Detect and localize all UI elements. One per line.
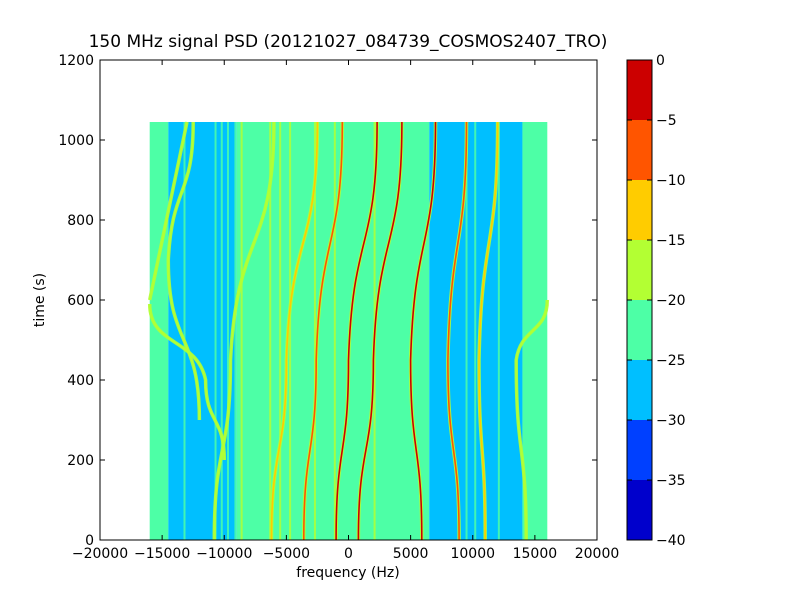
doppler-trace-core-8 bbox=[515, 299, 549, 541]
x-tick-label: 5000 bbox=[393, 546, 429, 562]
y-tick-label: 600 bbox=[67, 293, 94, 309]
colorbar-segment-3 bbox=[627, 300, 652, 360]
x-tick-label: −15000 bbox=[134, 546, 190, 562]
y-axis-label: time (s) bbox=[32, 273, 48, 327]
colorbar-tick-label: −15 bbox=[656, 233, 686, 249]
x-tick-label: 20000 bbox=[575, 546, 620, 562]
colorbar-tick-label: −20 bbox=[656, 293, 686, 309]
doppler-trace-10 bbox=[147, 303, 227, 461]
colorbar-segment-6 bbox=[627, 120, 652, 180]
colorbar-segment-4 bbox=[627, 240, 652, 300]
y-tick-label: 200 bbox=[67, 453, 94, 469]
y-tick-label: 1000 bbox=[58, 133, 94, 149]
x-axis-label: frequency (Hz) bbox=[296, 565, 399, 581]
doppler-trace-7 bbox=[477, 121, 500, 541]
doppler-trace-core-1 bbox=[270, 121, 319, 541]
doppler-trace-1 bbox=[269, 121, 320, 541]
y-axis: 0 200 400 600 800 1000 1200 bbox=[58, 53, 597, 549]
doppler-trace-9 bbox=[147, 121, 189, 301]
doppler-trace-6 bbox=[446, 121, 469, 541]
doppler-trace-8 bbox=[514, 299, 550, 541]
colorbar-tick-label: −5 bbox=[656, 113, 677, 129]
colorbar-tick-label: −25 bbox=[656, 353, 686, 369]
colorbar: −40 −35 −30 −25 −20 −15 −10 −5 0 bbox=[626, 53, 686, 549]
colorbar-tick-label: −40 bbox=[656, 533, 686, 549]
doppler-trace-core-7 bbox=[478, 121, 499, 541]
doppler-trace-2 bbox=[302, 121, 345, 541]
doppler-trace-core-4 bbox=[357, 121, 403, 541]
doppler-trace-0 bbox=[212, 121, 276, 541]
x-tick-label: −5000 bbox=[263, 546, 310, 562]
doppler-trace-core-6 bbox=[447, 121, 468, 541]
doppler-trace-core-3 bbox=[335, 121, 378, 541]
doppler-trace-core-5 bbox=[409, 121, 437, 541]
colorbar-tick-label: −10 bbox=[656, 173, 686, 189]
x-tick-label: −10000 bbox=[196, 546, 252, 562]
doppler-trace-11 bbox=[166, 121, 202, 421]
doppler-trace-core-0 bbox=[213, 121, 275, 541]
colorbar-tick-label: −30 bbox=[656, 413, 686, 429]
doppler-trace-5 bbox=[408, 121, 438, 541]
doppler-trace-core-2 bbox=[303, 121, 344, 541]
x-axis: −20000 −15000 −10000 −5000 0 5000 10000 15000 20… bbox=[72, 60, 619, 562]
colorbar-segment-0 bbox=[627, 480, 652, 540]
x-tick-label: 15000 bbox=[513, 546, 558, 562]
plot-area bbox=[99, 59, 598, 541]
heatmap-doppler-traces bbox=[147, 121, 550, 541]
x-tick-label: 10000 bbox=[450, 546, 495, 562]
x-tick-label: −20000 bbox=[72, 546, 128, 562]
doppler-trace-core-11 bbox=[167, 121, 201, 421]
doppler-trace-core-9 bbox=[148, 121, 188, 301]
y-tick-label: 800 bbox=[67, 213, 94, 229]
colorbar-tick-label: 0 bbox=[656, 53, 665, 69]
colorbar-segment-1 bbox=[627, 420, 652, 480]
x-tick-label: 0 bbox=[344, 546, 353, 562]
y-tick-label: 0 bbox=[85, 533, 94, 549]
colorbar-tick-label: −35 bbox=[656, 473, 686, 489]
doppler-trace-3 bbox=[334, 121, 379, 541]
y-tick-label: 1200 bbox=[58, 53, 94, 69]
colorbar-segment-7 bbox=[627, 60, 652, 120]
chart-title: 150 MHz signal PSD (20121027_084739_COSM… bbox=[89, 32, 608, 52]
colorbar-segment-5 bbox=[627, 180, 652, 240]
doppler-trace-4 bbox=[356, 121, 404, 541]
heatmap-background bbox=[149, 122, 548, 540]
colorbar-segment-2 bbox=[627, 360, 652, 420]
y-tick-label: 400 bbox=[67, 373, 94, 389]
doppler-trace-core-10 bbox=[148, 303, 226, 461]
